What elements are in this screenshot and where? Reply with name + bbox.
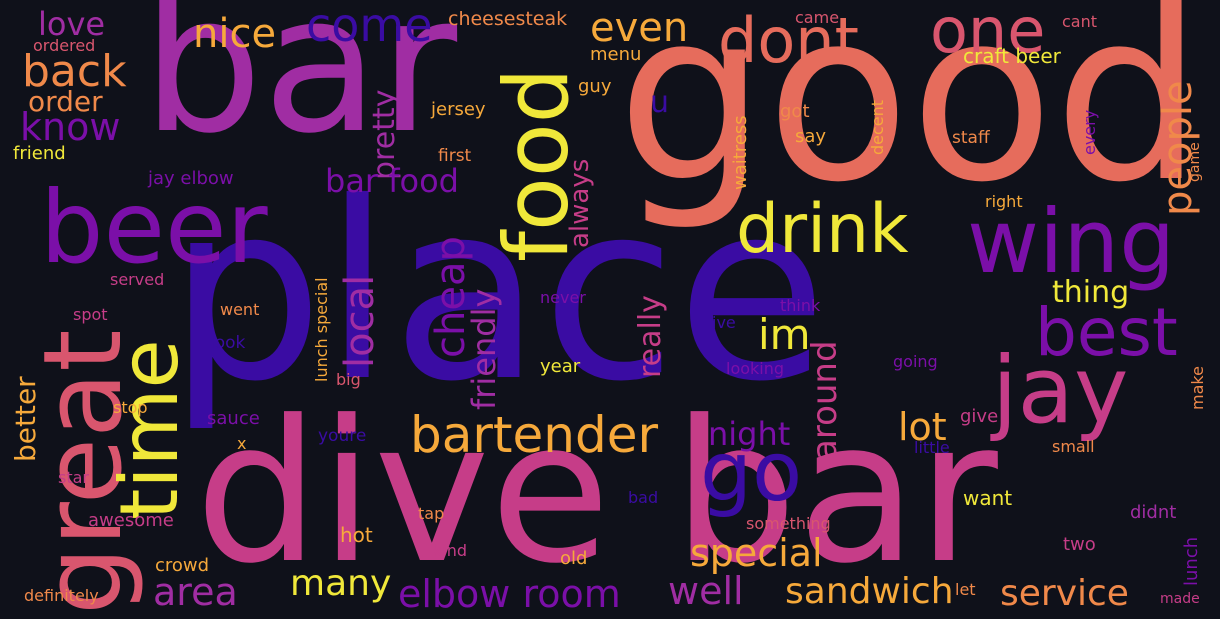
word: night	[708, 415, 791, 453]
word: dont	[718, 4, 859, 77]
word: service	[1000, 573, 1129, 614]
word: lunch	[1181, 536, 1202, 586]
word: hot	[340, 523, 373, 547]
word: beer	[40, 169, 268, 286]
word: small	[1052, 437, 1095, 456]
word: well	[668, 569, 744, 613]
word: love	[38, 5, 106, 43]
word: star	[58, 468, 89, 487]
word: big	[336, 370, 361, 389]
word: sauce	[207, 408, 260, 429]
word: always	[565, 158, 595, 248]
word: im	[758, 310, 811, 359]
word: many	[290, 563, 392, 604]
word: made	[1160, 591, 1200, 607]
word: thing	[1052, 275, 1130, 310]
word: got	[780, 101, 810, 122]
word: something	[746, 514, 831, 533]
word: come	[306, 0, 433, 52]
word: decent	[868, 99, 887, 155]
word: ive	[712, 313, 736, 332]
word: never	[540, 288, 586, 307]
word: really	[633, 295, 668, 378]
word: bad	[628, 488, 659, 507]
word: awesome	[88, 510, 174, 531]
word: crowd	[155, 555, 210, 576]
word: cant	[1062, 12, 1098, 31]
word: better	[9, 376, 42, 462]
word: let	[955, 580, 976, 599]
word: definitely	[24, 586, 99, 605]
word: know	[20, 105, 121, 149]
word: looking	[726, 359, 785, 378]
word: special	[690, 531, 823, 575]
word: spot	[73, 305, 108, 324]
word: kind	[433, 541, 468, 560]
word: nice	[193, 11, 277, 57]
word: one	[930, 0, 1046, 67]
word: first	[438, 146, 472, 166]
word: cheesesteak	[448, 8, 568, 30]
word: place	[168, 150, 828, 435]
word: even	[590, 5, 689, 51]
word: came	[795, 8, 840, 27]
word: u	[650, 85, 670, 120]
word: little	[914, 438, 950, 457]
word: wing	[967, 190, 1176, 293]
word: want	[963, 486, 1013, 510]
word: bartender	[410, 406, 659, 464]
word: say	[795, 126, 827, 147]
word: stop	[113, 398, 148, 417]
word: two	[1063, 534, 1096, 555]
word: served	[110, 270, 165, 289]
word: staff	[952, 128, 990, 148]
word: make	[1188, 366, 1207, 410]
word: went	[220, 300, 260, 319]
word: lot	[898, 405, 947, 449]
word: friend	[13, 143, 66, 164]
word: back	[22, 46, 127, 97]
word: best	[1035, 294, 1178, 371]
word: elbow room	[398, 572, 621, 616]
word: right	[985, 192, 1023, 211]
word: year	[540, 356, 581, 377]
word: x	[237, 434, 247, 453]
word: every	[1080, 109, 1099, 155]
word: guy	[578, 76, 612, 97]
word: youre	[318, 426, 367, 446]
word: area	[153, 570, 238, 614]
word: give	[960, 406, 999, 427]
word: going	[893, 352, 938, 371]
word: craft beer	[963, 44, 1061, 68]
word: didnt	[1130, 502, 1177, 523]
word: go	[700, 425, 803, 520]
word: local	[337, 274, 383, 368]
word: old	[560, 548, 588, 569]
word: look	[210, 333, 246, 353]
word: menu	[590, 44, 642, 65]
word: sandwich	[785, 571, 954, 612]
word: bar	[142, 0, 458, 175]
word: time	[103, 339, 196, 520]
word: dive bar	[195, 379, 998, 607]
word: bar food	[325, 162, 459, 200]
word: lunch special	[312, 277, 331, 382]
word: tap	[418, 504, 445, 523]
word: jersey	[431, 99, 486, 120]
word: drink	[736, 190, 909, 269]
word: good	[617, 0, 1203, 234]
word: jay	[992, 337, 1129, 444]
word: think	[780, 296, 821, 315]
word: friendly	[465, 288, 503, 410]
word: ordered	[33, 36, 96, 55]
word: jay elbow	[148, 168, 234, 189]
word: order	[28, 85, 103, 118]
word: waitress	[730, 115, 751, 190]
word: around	[805, 340, 845, 460]
word: game	[1187, 142, 1203, 182]
